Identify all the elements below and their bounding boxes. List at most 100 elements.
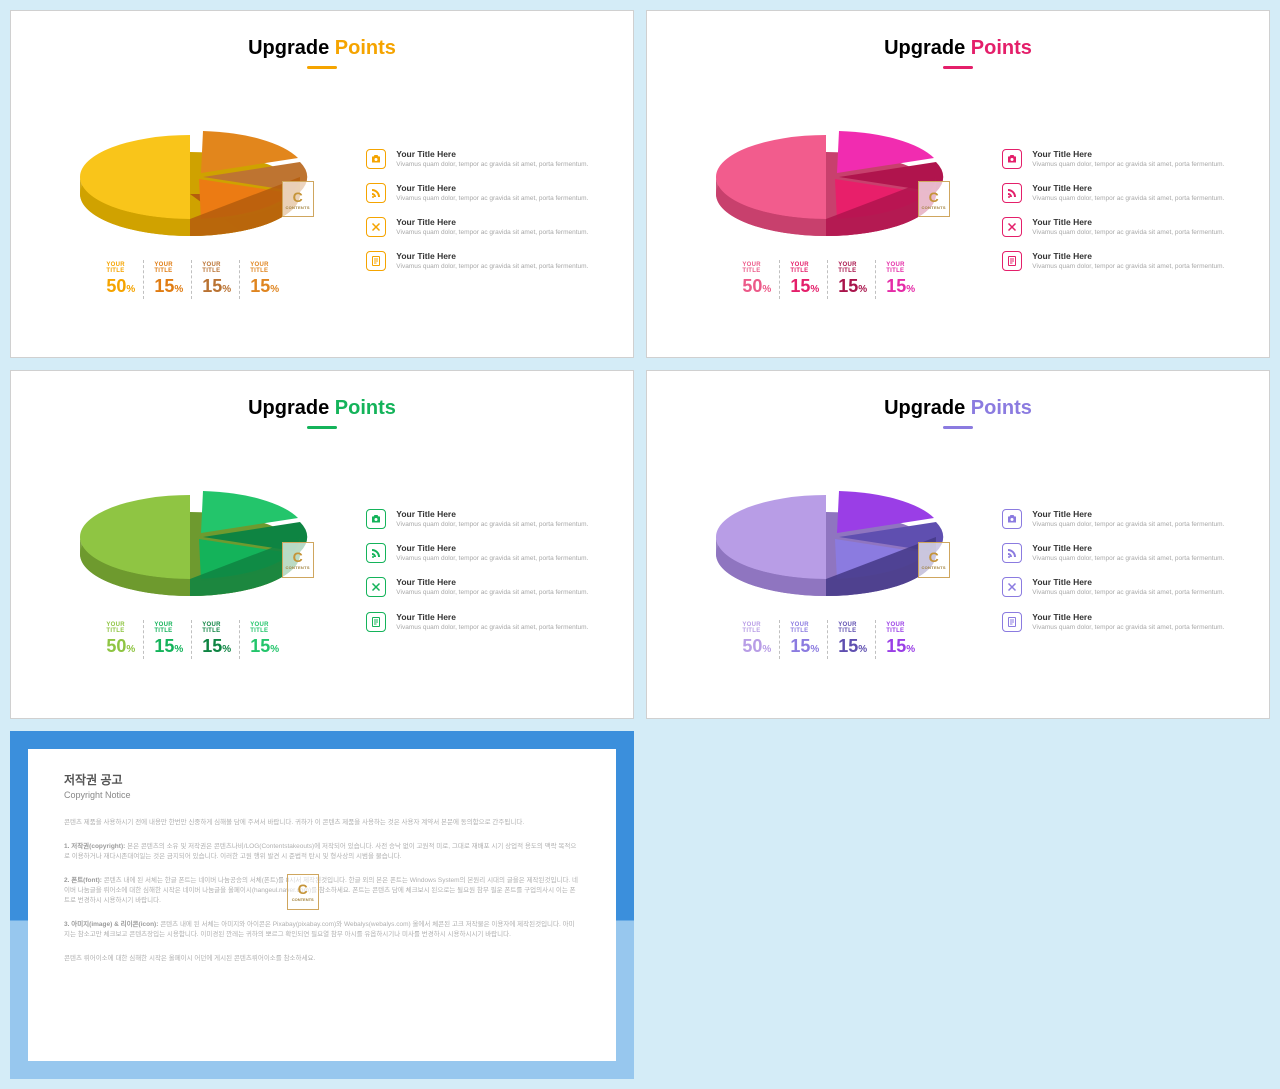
legend-title: Your Title Here xyxy=(396,543,588,553)
stat-3: YOUR TITLE15% xyxy=(191,620,239,659)
legend-title: Your Title Here xyxy=(1032,509,1224,519)
stat-1: YOUR TITLE50% xyxy=(740,620,779,659)
stat-3: YOUR TITLE15% xyxy=(827,260,875,299)
notice-para-5: 콘텐츠 뤼어이소에 대한 심해한 시작은 올페이시 어던에 게시된 콘텐츠뤼어이… xyxy=(64,954,580,964)
stat-pct: % xyxy=(810,284,819,295)
watermark-sub: CONTENTS xyxy=(292,897,314,902)
legend-desc: Vivamus quam dolor, tempor ac gravida si… xyxy=(396,161,588,169)
stat-value: 50 xyxy=(106,276,126,296)
camera-icon xyxy=(366,509,386,529)
stat-label: YOUR TITLE xyxy=(790,622,819,634)
legend-desc: Vivamus quam dolor, tempor ac gravida si… xyxy=(396,555,588,563)
notice-text: 본은 콘텐츠의 소유 및 저작권은 콘텐츠나비/LOG(Contentstake… xyxy=(64,843,576,860)
notice-para-4: 3. 아미지(image) & 리이콘(icon): 콘텐츠 내에 된 서체는 … xyxy=(64,920,580,940)
stat-value: 15 xyxy=(154,636,174,656)
watermark-badge: C CONTENTS xyxy=(918,542,950,578)
notice-para-3: 2. 폰트(font): 콘텐츠 내에 된 서체는 한글 폰트는 네이버 나눔공… xyxy=(64,876,580,906)
cross-icon xyxy=(1002,577,1022,597)
stat-value: 15 xyxy=(886,636,906,656)
stats-row: YOUR TITLE50% YOUR TITLE15% YOUR TITLE15… xyxy=(740,260,921,299)
legend-desc: Vivamus quam dolor, tempor ac gravida si… xyxy=(396,624,588,632)
slide-title: Upgrade Points xyxy=(675,37,1241,69)
legend-item-3: Your Title HereVivamus quam dolor, tempo… xyxy=(1002,577,1241,597)
stat-pct: % xyxy=(126,284,135,295)
stat-label: YOUR TITLE xyxy=(106,622,135,634)
stat-pct: % xyxy=(222,284,231,295)
legend-item-4: Your Title HereVivamus quam dolor, tempo… xyxy=(1002,612,1241,632)
stat-pct: % xyxy=(906,644,915,655)
legend-item-3: Your Title HereVivamus quam dolor, tempo… xyxy=(1002,217,1241,237)
stat-2: YOUR TITLE 15% xyxy=(143,260,191,299)
notice-bold: 3. 아미지(image) & 리이콘(icon): xyxy=(64,921,158,928)
legend-title: Your Title Here xyxy=(1032,149,1224,159)
notice-bold: 2. 폰트(font): xyxy=(64,877,102,884)
cross-icon xyxy=(366,217,386,237)
slide-3: Upgrade Points xyxy=(10,370,634,718)
stat-label: YOUR TITLE xyxy=(154,622,183,634)
rss-icon xyxy=(366,543,386,563)
legend-desc: Vivamus quam dolor, tempor ac gravida si… xyxy=(1032,161,1224,169)
stat-value: 15 xyxy=(250,636,270,656)
stat-pct: % xyxy=(222,644,231,655)
stat-1: YOUR TITLE 50% xyxy=(104,260,143,299)
title-word-2: Points xyxy=(335,397,396,419)
legend-item-2: Your Title HereVivamus quam dolor, tempo… xyxy=(1002,183,1241,203)
document-icon xyxy=(366,251,386,271)
watermark-sub: CONTENTS xyxy=(285,565,309,570)
stat-value: 15 xyxy=(250,276,270,296)
pie-chart-area: C CONTENTS YOUR TITLE 50% YOUR TITLE 15% xyxy=(39,83,350,337)
pie-chart-area: C CONTENTS YOUR TITLE50% YOUR TITLE 15% Y… xyxy=(675,443,986,697)
watermark-badge: C CONTENTS xyxy=(287,874,319,910)
stat-label: YOUR TITLE xyxy=(250,262,279,274)
stat-3: YOUR TITLE 15% xyxy=(191,260,239,299)
legend-title: Your Title Here xyxy=(396,183,588,193)
stat-label: YOUR TITLE xyxy=(106,262,135,274)
slide-1: Upgrade Points xyxy=(10,10,634,358)
notice-para-1: 콘텐츠 제품을 사용하시기 전에 내용만 한번만 신중하게 심해볼 담에 주셔서… xyxy=(64,818,580,828)
legend-desc: Vivamus quam dolor, tempor ac gravida si… xyxy=(1032,555,1224,563)
stat-2: YOUR TITLE15% xyxy=(779,620,827,659)
stat-label: YOUR TITLE xyxy=(202,262,231,274)
notice-text: 콘텐츠 내에 된 서체는 한글 폰트는 네이버 나눔공승의 서체(폰트)를 8시… xyxy=(64,877,578,904)
stat-4: YOUR TITLE15% xyxy=(875,260,923,299)
legend-item-3: Your Title HereVivamus quam dolor, tempo… xyxy=(366,577,605,597)
legend-title: Your Title Here xyxy=(1032,543,1224,553)
stat-label: YOUR TITLE xyxy=(886,622,915,634)
camera-icon xyxy=(366,149,386,169)
legend-title: Your Title Here xyxy=(1032,251,1224,261)
legend-item-4: Your Title HereVivamus quam dolor, tempo… xyxy=(366,612,605,632)
title-word-1: Upgrade xyxy=(884,37,965,59)
stat-value: 15 xyxy=(202,636,222,656)
stat-1: YOUR TITLE50% xyxy=(104,620,143,659)
stat-pct: % xyxy=(762,644,771,655)
legend-item-1: Your Title HereVivamus quam dolor, tempo… xyxy=(366,149,605,169)
stat-value: 15 xyxy=(202,276,222,296)
stat-label: YOUR TITLE xyxy=(838,262,867,274)
document-icon xyxy=(366,612,386,632)
stat-pct: % xyxy=(174,284,183,295)
empty-slot xyxy=(646,731,1270,1079)
title-underline xyxy=(307,66,337,69)
legend-column: Your Title Here Vivamus quam dolor, tempo… xyxy=(360,443,605,697)
watermark-letter: C xyxy=(293,549,303,565)
slide-title: Upgrade Points xyxy=(39,397,605,429)
legend-title: Your Title Here xyxy=(396,509,588,519)
watermark-badge: C CONTENTS xyxy=(282,542,314,578)
title-word-2: Points xyxy=(971,397,1032,419)
pie-chart-area: C CONTENTS YOUR TITLE50% YOUR TITLE15% Y… xyxy=(39,443,350,697)
notice-para-2: 1. 저작권(copyright): 본은 콘텐츠의 소유 및 저작권은 콘텐츠… xyxy=(64,842,580,862)
title-word-2: Points xyxy=(335,37,396,59)
title-underline xyxy=(943,426,973,429)
camera-icon xyxy=(1002,509,1022,529)
legend-item-1: Your Title Here Vivamus quam dolor, tempo… xyxy=(1002,149,1241,169)
watermark-sub: CONTENTS xyxy=(921,565,945,570)
watermark-letter: C xyxy=(929,549,939,565)
stat-value: 15 xyxy=(790,636,810,656)
watermark-letter: C xyxy=(293,189,303,205)
legend-item-1: Your Title HereVivamus quam dolor, tempo… xyxy=(1002,509,1241,529)
stat-value: 15 xyxy=(838,276,858,296)
stat-label: YOUR TITLE xyxy=(790,262,819,274)
stat-pct: % xyxy=(858,644,867,655)
legend-desc: Vivamus quam dolor, tempor ac gravida si… xyxy=(396,195,588,203)
rss-icon xyxy=(366,183,386,203)
